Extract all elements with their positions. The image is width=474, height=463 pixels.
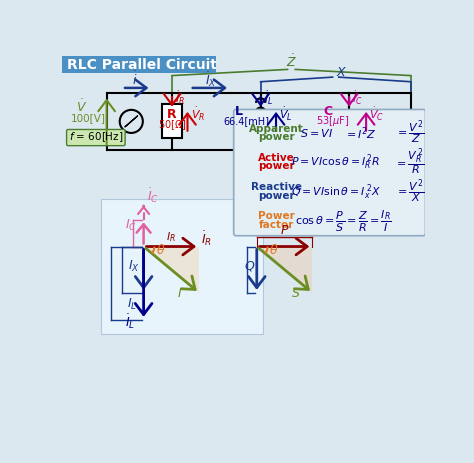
- FancyBboxPatch shape: [234, 109, 425, 236]
- Text: $\dot{V}_L$: $\dot{V}_L$: [279, 106, 292, 123]
- Text: C: C: [323, 105, 332, 118]
- Text: $=\dfrac{V_R^{\,2}}{R}$: $=\dfrac{V_R^{\,2}}{R}$: [394, 147, 425, 178]
- Text: $\dot{V}_R$: $\dot{V}_R$: [191, 106, 205, 123]
- Text: $X$: $X$: [336, 66, 347, 79]
- Text: $\theta$: $\theta$: [269, 243, 279, 257]
- Text: 100[V]: 100[V]: [71, 113, 106, 123]
- Text: $I_R$: $I_R$: [166, 231, 176, 244]
- Polygon shape: [144, 246, 199, 293]
- Text: $\dot{V}$: $\dot{V}$: [76, 98, 87, 115]
- Text: R: R: [167, 108, 177, 121]
- Text: $I_C$: $I_C$: [125, 218, 137, 233]
- Bar: [162, 105, 182, 138]
- Text: $f$ = 60[Hz]: $f$ = 60[Hz]: [69, 131, 123, 144]
- FancyBboxPatch shape: [66, 130, 125, 146]
- Text: $= I^2Z$: $= I^2Z$: [344, 125, 377, 142]
- Text: $I$: $I$: [177, 288, 183, 300]
- FancyBboxPatch shape: [62, 56, 216, 73]
- Text: L: L: [235, 105, 243, 118]
- Text: Active: Active: [258, 153, 294, 163]
- Text: factor: factor: [258, 220, 294, 230]
- Text: power: power: [258, 132, 294, 142]
- Text: power: power: [258, 162, 294, 171]
- Text: $=\dfrac{V^2}{X}$: $=\dfrac{V^2}{X}$: [394, 178, 424, 206]
- Text: $I_X$: $I_X$: [128, 259, 140, 274]
- Text: RLC Parallel Circuit: RLC Parallel Circuit: [66, 58, 217, 72]
- Text: $\dot{V}_C$: $\dot{V}_C$: [369, 106, 384, 123]
- Text: $Q$: $Q$: [245, 259, 256, 273]
- Text: $\dot{I}_R$: $\dot{I}_R$: [201, 229, 212, 248]
- Text: $\dot{I}_X$: $\dot{I}_X$: [205, 70, 217, 89]
- Text: $\dot{I}_C$: $\dot{I}_C$: [146, 187, 159, 205]
- Text: $P$: $P$: [280, 224, 289, 237]
- Text: 66.4[mH]: 66.4[mH]: [224, 116, 270, 125]
- Text: $P = VI\cos\theta = I_R^{\,2}R$: $P = VI\cos\theta = I_R^{\,2}R$: [292, 153, 381, 172]
- Text: $Q = VI\sin\theta = I_x^{\,2}X$: $Q = VI\sin\theta = I_x^{\,2}X$: [291, 182, 381, 202]
- Text: Apparent: Apparent: [249, 124, 303, 134]
- Polygon shape: [257, 246, 312, 293]
- Text: $\dot{Z}$: $\dot{Z}$: [286, 54, 297, 70]
- Text: $S = VI$: $S = VI$: [300, 127, 334, 139]
- Text: 53[$\mu$F]: 53[$\mu$F]: [316, 113, 349, 128]
- Text: $=\dfrac{V^2}{Z}$: $=\dfrac{V^2}{Z}$: [394, 119, 424, 147]
- Text: 50[$\Omega$]: 50[$\Omega$]: [158, 119, 186, 132]
- Text: Reactive: Reactive: [251, 182, 301, 192]
- Text: $S$: $S$: [291, 288, 300, 300]
- Text: $\dot{i}$: $\dot{i}$: [132, 70, 137, 88]
- FancyBboxPatch shape: [101, 199, 263, 333]
- Text: $\dot{I}_L$: $\dot{I}_L$: [125, 313, 135, 332]
- Text: $\dot{I}_R$: $\dot{I}_R$: [175, 90, 185, 107]
- Text: $I_L$: $I_L$: [127, 297, 137, 312]
- Text: $\dot{I}_C$: $\dot{I}_C$: [352, 90, 363, 107]
- Text: $\dot{I}_L$: $\dot{I}_L$: [264, 90, 273, 107]
- Text: $\theta$: $\theta$: [156, 243, 165, 257]
- Text: power: power: [258, 191, 294, 200]
- Text: Power: Power: [258, 212, 294, 221]
- Text: $\cos\theta = \dfrac{P}{S} = \dfrac{Z}{R} = \dfrac{I_R}{I}$: $\cos\theta = \dfrac{P}{S} = \dfrac{Z}{R…: [295, 208, 392, 234]
